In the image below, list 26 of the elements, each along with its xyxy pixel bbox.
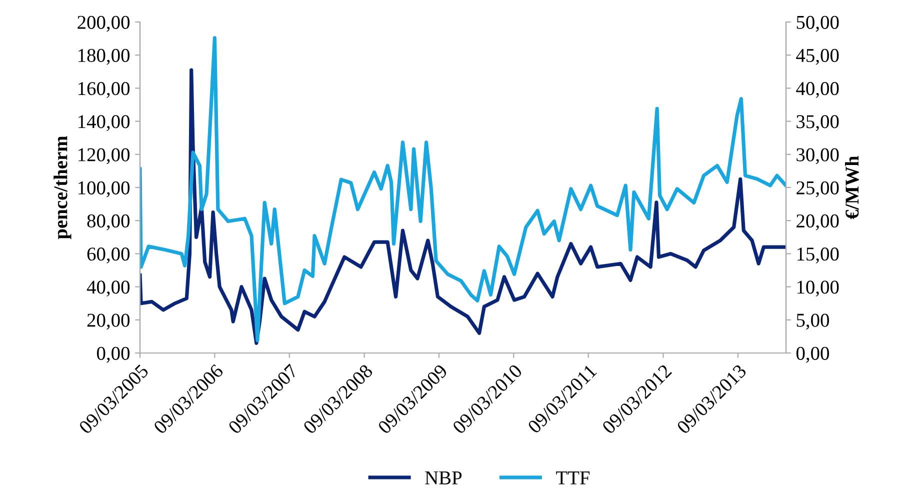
- y2-tick-label: 35,00: [796, 115, 839, 132]
- y-tick-label: 100,00: [78, 181, 130, 198]
- y-tick-label: 140,00: [78, 115, 130, 132]
- y-tick-label: 20,00: [87, 314, 130, 330]
- y2-tick-label: 0,00: [796, 346, 830, 363]
- y-axis-title: pence/therm: [54, 136, 72, 240]
- y2-tick-label: 20,00: [796, 214, 839, 230]
- legend-label: NBP: [425, 472, 462, 484]
- y2-tick-label: 30,00: [796, 148, 839, 164]
- y2-tick-label: 5,00: [796, 314, 830, 330]
- y-tick-label: 200,00: [78, 16, 130, 32]
- y-tick-label: 0,00: [96, 346, 130, 363]
- y2-tick-label: 40,00: [796, 82, 839, 98]
- y-tick-label: 120,00: [78, 148, 130, 164]
- y-tick-label: 160,00: [78, 82, 130, 98]
- y2-tick-label: 25,00: [796, 181, 839, 198]
- y2-tick-label: 10,00: [797, 280, 839, 297]
- y-tick-label: 80,00: [87, 214, 130, 230]
- y-tick-label: 40,00: [86, 280, 130, 297]
- y2-tick-label: 45,00: [796, 48, 839, 65]
- y2-axis-title: €/MWh: [845, 156, 859, 220]
- y-tick-label: 60,00: [87, 248, 130, 264]
- legend-label: TTF: [556, 472, 590, 484]
- y2-tick-label: 15,00: [797, 248, 839, 264]
- y2-tick-label: 50,00: [796, 16, 839, 32]
- y-tick-label: 180,00: [78, 48, 130, 65]
